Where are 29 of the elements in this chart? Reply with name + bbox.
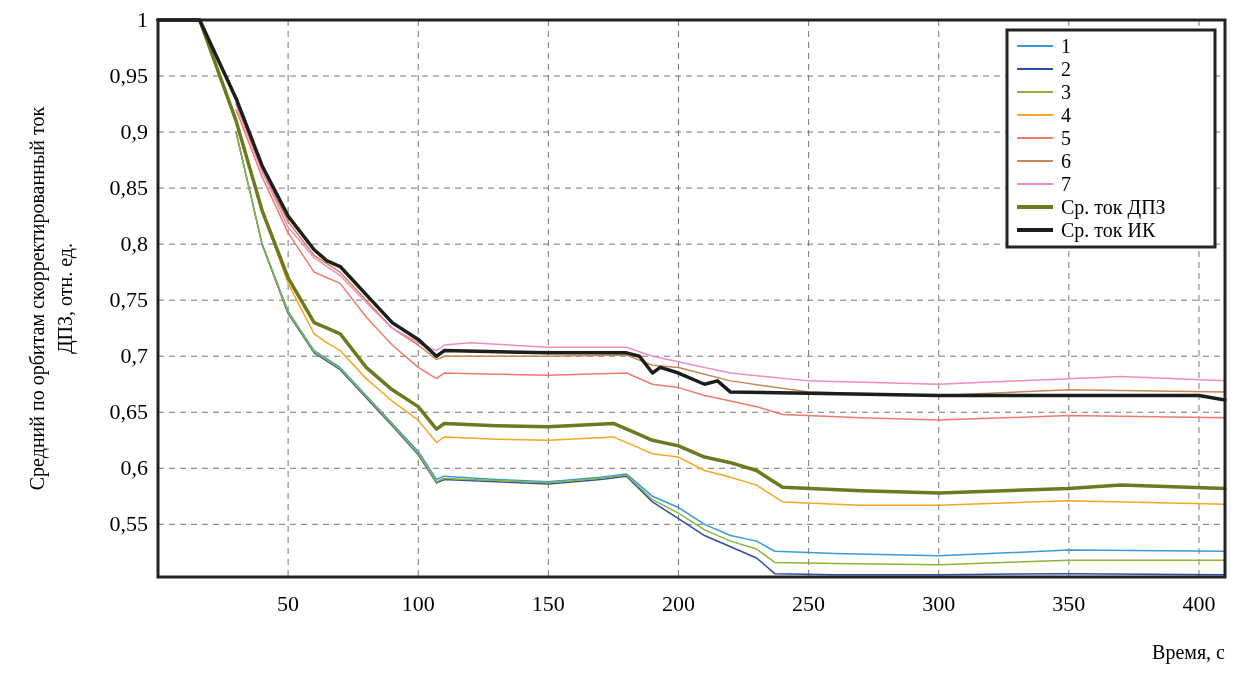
legend-label: 2	[1061, 58, 1071, 80]
x-axis-title: Время, с	[1152, 641, 1226, 664]
x-tick-label: 200	[661, 591, 695, 616]
x-tick-label: 50	[277, 591, 300, 616]
y-tick-label: 0,8	[120, 231, 148, 257]
legend-label: 1	[1061, 35, 1071, 57]
y-tick-label: 0,6	[120, 455, 148, 481]
x-tick-label: 400	[1182, 591, 1216, 616]
legend-label: Ср. ток ИК	[1061, 219, 1156, 242]
y-tick-label: 0,55	[109, 511, 148, 537]
y-tick-label: 0,95	[109, 63, 148, 89]
x-tick-label: 350	[1052, 591, 1086, 616]
y-axis-title: Средний по орбитам скорректированный ток ДПЗ, отн. ед.	[26, 106, 77, 491]
legend-label: 4	[1061, 104, 1071, 126]
x-tick-label: 150	[531, 591, 565, 616]
x-tick-label: 300	[922, 591, 956, 616]
y-tick-label: 0,7	[120, 343, 148, 369]
y-tick-label: 1	[137, 7, 148, 32]
legend-label: 7	[1061, 173, 1071, 195]
y-tick-label: 0,85	[109, 175, 148, 201]
x-tick-label: 100	[401, 591, 435, 616]
legend-label: 5	[1061, 127, 1071, 149]
legend-label: 3	[1061, 81, 1071, 103]
legend-label: Ср. ток ДПЗ	[1061, 196, 1166, 219]
x-tick-label: 250	[792, 591, 826, 616]
y-tick-label: 0,65	[109, 399, 148, 425]
legend-label: 6	[1061, 150, 1071, 172]
y-tick-label: 0,9	[120, 119, 148, 145]
y-tick-label: 0,75	[109, 287, 148, 313]
